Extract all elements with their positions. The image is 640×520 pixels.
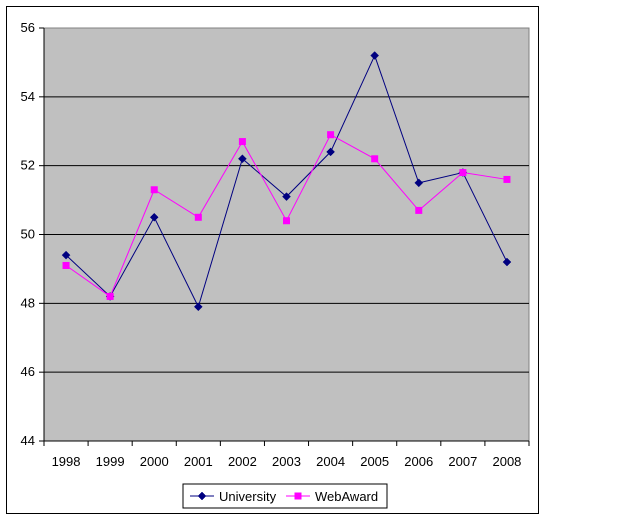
data-point-webaward xyxy=(238,138,246,146)
x-tick-label: 2005 xyxy=(360,454,389,469)
data-point-webaward xyxy=(194,213,202,221)
y-axis-tick-labels: 44 46 48 50 52 54 56 xyxy=(21,20,35,448)
data-point-webaward xyxy=(283,217,290,225)
y-tick-label: 50 xyxy=(21,227,35,242)
data-point-webaward xyxy=(503,175,511,183)
data-point-webaward xyxy=(106,292,114,300)
y-tick-label: 48 xyxy=(21,295,35,310)
series-layer xyxy=(61,51,512,312)
legend-item-university: University xyxy=(190,489,277,504)
legend-item-webaward: WebAward xyxy=(286,489,378,504)
data-point-webaward xyxy=(415,206,423,214)
x-tick-label: 2001 xyxy=(184,454,213,469)
x-tick-label: 2006 xyxy=(404,454,433,469)
x-tick-label: 2002 xyxy=(228,454,257,469)
axes xyxy=(39,27,530,446)
data-point-university xyxy=(61,250,71,260)
gridlines xyxy=(44,96,529,373)
legend-swatch-marker xyxy=(197,491,207,501)
legend: University WebAward xyxy=(182,483,388,509)
data-point-webaward xyxy=(371,155,379,163)
data-point-webaward xyxy=(62,261,70,269)
data-point-university xyxy=(326,147,335,157)
x-axis-tick-labels: 1998 1999 2000 2001 2002 2003 2004 2005 2006 2007… xyxy=(52,454,522,469)
data-point-university xyxy=(414,178,424,188)
data-point-university xyxy=(282,192,291,201)
x-tick-label: 1998 xyxy=(52,454,81,469)
legend-label: University xyxy=(219,489,277,504)
data-point-webaward xyxy=(459,169,467,177)
data-point-university xyxy=(502,257,512,267)
x-tick-label: 2004 xyxy=(316,454,345,469)
series-webaward xyxy=(62,131,511,300)
legend-swatch-marker xyxy=(294,492,302,500)
data-point-university xyxy=(149,212,159,222)
y-tick-label: 46 xyxy=(21,364,35,379)
x-tick-label: 2008 xyxy=(492,454,521,469)
legend-label: WebAward xyxy=(315,489,378,504)
x-tick-label: 2000 xyxy=(140,454,169,469)
y-tick-label: 44 xyxy=(21,433,35,448)
y-tick-label: 54 xyxy=(21,89,35,104)
data-point-university xyxy=(370,51,380,60)
data-point-university xyxy=(238,154,247,164)
data-point-webaward xyxy=(150,186,158,194)
y-tick-label: 52 xyxy=(21,158,35,173)
data-point-webaward xyxy=(327,131,335,139)
y-tick-label: 56 xyxy=(21,20,35,35)
data-point-university xyxy=(193,302,203,312)
x-tick-label: 2007 xyxy=(448,454,477,469)
legend-box xyxy=(182,483,388,509)
x-tick-label: 1999 xyxy=(96,454,125,469)
x-tick-label: 2003 xyxy=(272,454,301,469)
